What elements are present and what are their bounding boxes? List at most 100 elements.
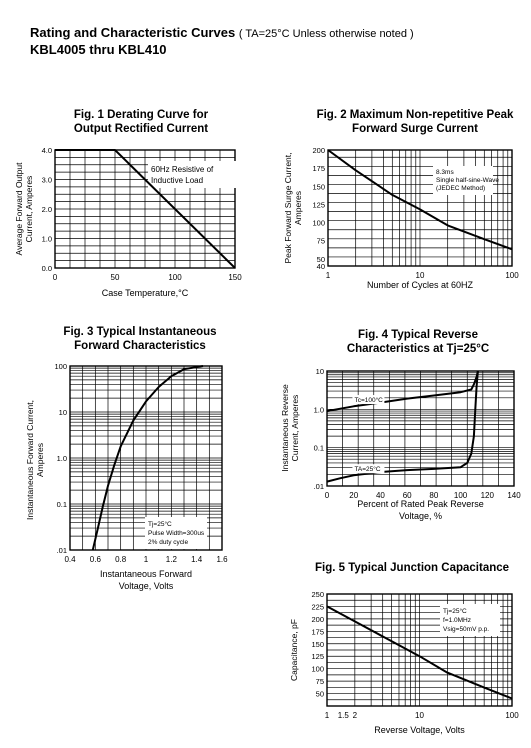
x-axis-label: Case Temperature,°C [102,288,189,298]
x-tick-label: 80 [429,491,438,500]
annotation-text: 60Hz Resistive of [151,165,214,174]
annotation-text: 8.3ms [436,169,454,176]
annotation-text: Single half-sine-Wave [436,177,499,184]
x-tick-label: 40 [376,491,385,500]
x-tick-label: 0 [325,491,330,500]
y-axis-label: Peak Forward Surge Current, [283,152,293,263]
chart-title: Fig. 5 Typical Junction Capacitance [315,562,509,574]
y-tick-label: 100 [311,665,324,674]
part-range: KBL4005 thru KBL410 [30,42,167,57]
x-tick-label: 100 [505,711,519,720]
y-tick-label: 250 [311,590,324,599]
fig4-series-curve [326,370,479,413]
annotation-text: 2% duty cycle [148,539,188,546]
annotation-text: Pulse Width=300us [148,530,205,537]
x-tick-label: 100 [168,273,182,282]
y-axis-label: Instantaneous Forward Current, [25,400,35,520]
x-tick-label: 1 [325,711,330,720]
x-tick-label: 2 [353,711,358,720]
y-tick-label: 10 [59,408,67,417]
x-axis-label: Voltage, % [399,511,442,521]
annotation-box [433,166,493,195]
x-tick-label: 20 [349,491,358,500]
x-axis-label: Instantaneous Forward [100,569,192,579]
y-tick-label: 0.1 [314,444,324,453]
y-tick-label: 1.0 [57,454,67,463]
annotation-box [440,604,500,636]
series-label: Tc=100°C [354,396,383,404]
plot-frame [69,365,223,551]
x-tick-label: 10 [415,711,424,720]
chart-title: Fig. 1 Derating Curve for [74,109,209,121]
x-tick-label: 1.5 [338,711,350,720]
y-tick-label: 150 [311,640,324,649]
y-tick-label: .01 [314,482,324,491]
chart-subtitle: Output Rectified Current [74,123,208,135]
header-condition: ( TA=25°C Unless otherwise noted ) [238,28,414,40]
y-tick-label: 3.0 [42,176,52,185]
y-tick-label: .01 [57,546,67,555]
x-tick-label: 100 [454,491,468,500]
fig4-chart: Fig. 4 Typical Reverse Characteristics at… [280,329,521,521]
y-tick-label: 0.1 [57,500,67,509]
x-tick-label: 140 [507,491,521,500]
y-tick-label: 10 [316,367,324,376]
fig1-chart: Fig. 1 Derating Curve for Output Rectifie… [14,109,242,298]
annotation-text: Vsig=50mV p.p. [443,626,489,633]
page-header: Rating and Characteristic Curves ( TA=25… [30,25,414,57]
fig2-chart: Fig. 2 Maximum Non-repetitive Peak Forwar… [283,109,519,290]
fig3-chart: Fig. 3 Typical Instantaneous Forward Char… [25,326,228,591]
chart-title: Fig. 3 Typical Instantaneous [63,326,216,338]
chart-title: Fig. 4 Typical Reverse [358,329,478,341]
x-tick-label: 150 [228,273,242,282]
annotation-box [148,161,236,188]
y-axis-label: Amperes [35,443,45,477]
y-tick-label: 40 [317,262,325,271]
fig2-series-curve [327,149,513,251]
plot-grid [327,371,514,486]
x-tick-label: 1.6 [216,555,228,564]
x-tick-label: 60 [403,491,412,500]
fig3-series-curve [91,365,204,551]
fig5-series-curve [326,605,513,700]
x-tick-label: 120 [481,491,495,500]
x-axis-label: Number of Cycles at 60HZ [367,280,474,290]
y-tick-label: 1.0 [42,235,52,244]
annotation-box [145,517,207,549]
series-label-bg [352,464,385,474]
x-axis-label: Voltage, Volts [119,581,174,591]
x-tick-label: 10 [416,271,425,280]
y-tick-label: 125 [312,200,325,209]
x-tick-label: 1.4 [191,555,203,564]
y-tick-label: 200 [311,615,324,624]
chart-title: Fig. 2 Maximum Non-repetitive Peak [317,109,514,121]
x-tick-label: 0.8 [115,555,127,564]
annotation-text: Tj=25°C [443,607,467,615]
plot-frame [326,593,513,707]
y-tick-label: 2.0 [42,205,52,214]
y-axis-label: Amperes [293,191,303,225]
x-tick-label: 1 [144,555,149,564]
x-tick-label: 0 [53,273,58,282]
annotation-text: f=1.0MHz [443,617,471,624]
y-axis-label: Capacitance, pF [289,619,299,681]
y-tick-label: 50 [317,255,325,264]
y-tick-label: 50 [316,690,324,699]
plot-frame [327,149,513,267]
y-tick-label: 100 [54,362,67,371]
x-tick-label: 0.6 [90,555,102,564]
y-tick-label: 100 [312,219,325,228]
y-tick-label: 225 [311,602,324,611]
x-tick-label: 0.4 [64,555,76,564]
x-tick-label: 50 [111,273,120,282]
y-tick-label: 200 [312,146,325,155]
plot-frame [54,149,236,269]
x-axis-label: Percent of Rated Peak Reverse [357,499,484,509]
y-axis-label: Current, Amperes [24,176,34,243]
y-tick-label: 175 [312,164,325,173]
x-tick-label: 1.2 [166,555,178,564]
fig4-series-curve [326,370,479,483]
y-tick-label: 0.0 [42,264,52,273]
